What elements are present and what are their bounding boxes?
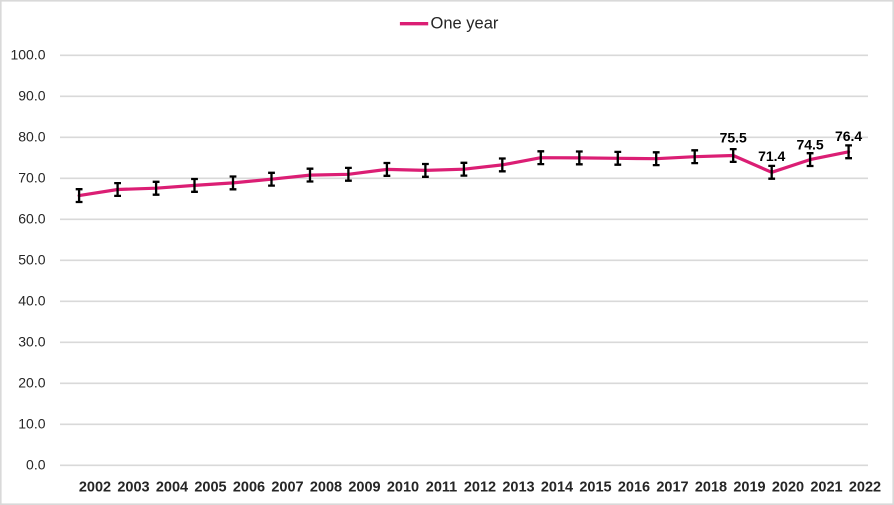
svg-text:50.0: 50.0 xyxy=(18,252,45,268)
svg-text:2017: 2017 xyxy=(656,480,688,496)
svg-text:One year: One year xyxy=(431,15,499,33)
svg-text:2002: 2002 xyxy=(79,480,111,496)
svg-text:100.0: 100.0 xyxy=(10,47,45,63)
svg-text:2013: 2013 xyxy=(502,480,534,496)
svg-text:2003: 2003 xyxy=(117,480,149,496)
svg-text:80.0: 80.0 xyxy=(18,129,45,145)
svg-text:2004: 2004 xyxy=(156,480,188,496)
svg-text:2006: 2006 xyxy=(233,480,265,496)
svg-text:2022: 2022 xyxy=(849,480,881,496)
svg-text:10.0: 10.0 xyxy=(18,416,45,432)
svg-text:30.0: 30.0 xyxy=(18,334,45,350)
svg-text:76.4: 76.4 xyxy=(835,128,862,144)
svg-text:2019: 2019 xyxy=(733,480,765,496)
svg-text:20.0: 20.0 xyxy=(18,375,45,391)
svg-text:2016: 2016 xyxy=(618,480,650,496)
svg-text:2021: 2021 xyxy=(810,480,842,496)
svg-text:2014: 2014 xyxy=(541,480,573,496)
svg-text:2018: 2018 xyxy=(695,480,727,496)
svg-text:2015: 2015 xyxy=(579,480,611,496)
svg-text:40.0: 40.0 xyxy=(18,293,45,309)
svg-text:2011: 2011 xyxy=(426,480,457,496)
svg-text:71.4: 71.4 xyxy=(758,148,785,164)
svg-text:2020: 2020 xyxy=(772,480,804,496)
svg-text:2010: 2010 xyxy=(387,480,419,496)
svg-text:60.0: 60.0 xyxy=(18,211,45,227)
svg-text:2007: 2007 xyxy=(271,480,303,496)
svg-text:75.5: 75.5 xyxy=(720,130,747,146)
svg-text:90.0: 90.0 xyxy=(18,88,45,104)
svg-text:2012: 2012 xyxy=(464,480,496,496)
svg-text:0.0: 0.0 xyxy=(26,457,46,473)
svg-text:2005: 2005 xyxy=(194,480,226,496)
svg-text:2009: 2009 xyxy=(348,480,380,496)
svg-text:70.0: 70.0 xyxy=(18,170,45,186)
svg-text:2008: 2008 xyxy=(310,480,342,496)
svg-text:74.5: 74.5 xyxy=(796,136,823,152)
